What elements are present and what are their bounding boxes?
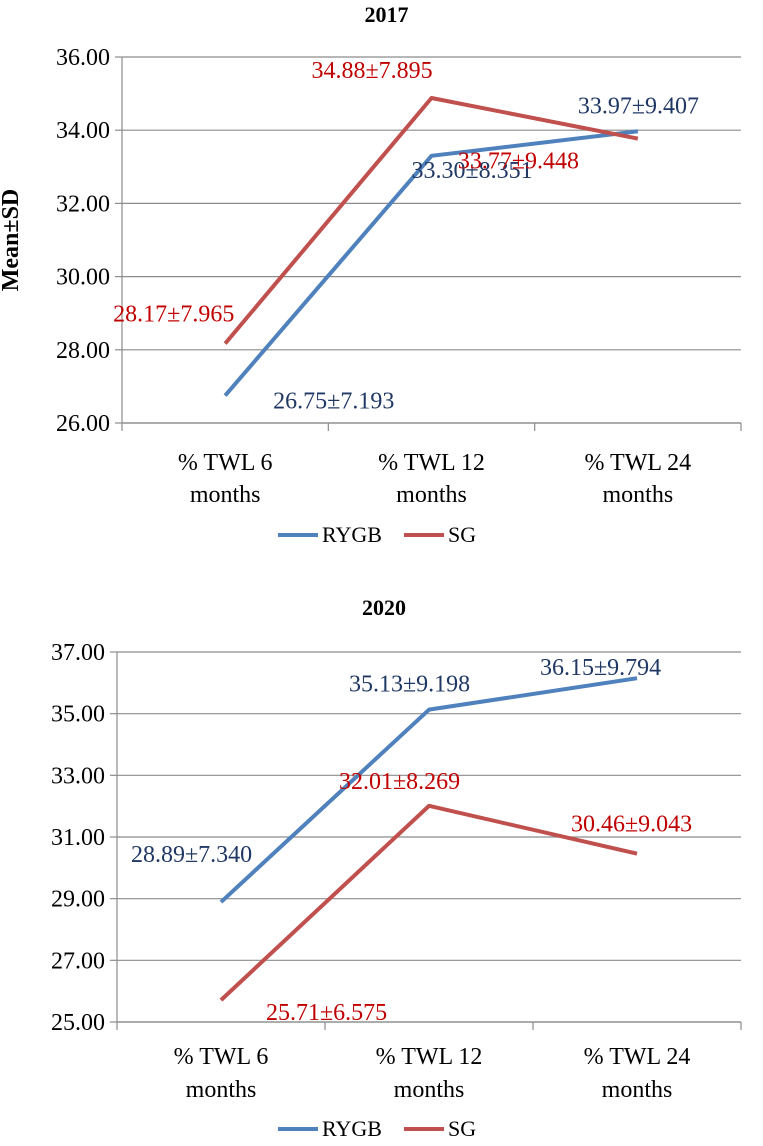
chart-title: 2017 [365, 2, 409, 27]
data-label-SG: 30.46±9.043 [571, 812, 692, 838]
series-line-RYGB [219, 676, 638, 904]
x-tick-label: % TWL 12 months [376, 1044, 483, 1103]
x-tick-label: % TWL 24 months [584, 1044, 691, 1103]
data-label-RYGB: 33.97±9.407 [578, 93, 699, 119]
y-tick-label: 34.00 [56, 118, 110, 144]
series-line-SG [223, 95, 639, 345]
x-tick-label: % TWL 24 months [585, 450, 692, 508]
data-label-RYGB: 33.30±8.351 [412, 158, 533, 184]
legend: RYGB SG [278, 522, 476, 547]
data-label-SG: 25.71±6.575 [266, 1000, 387, 1026]
data-label-RYGB: 36.15±9.794 [540, 655, 661, 681]
y-tick-label: 30.00 [56, 265, 110, 291]
chart-2020: 2020 25.00 27.00 29.00 31.00 33.00 35.00 37.00%… [51, 595, 742, 1141]
x-tick-label: % TWL 12 months [378, 450, 485, 508]
y-tick-label: 31.00 [51, 825, 105, 851]
data-label-SG: 32.01±8.269 [339, 769, 460, 795]
series-line-SG [219, 803, 638, 1002]
data-label-RYGB: 28.89±7.340 [131, 842, 252, 868]
legend-label-RYGB: RYGB [322, 522, 382, 547]
y-tick-label: 36.00 [56, 45, 110, 71]
data-label-SG: 28.17±7.965 [113, 302, 234, 328]
chart-2017: 2017 26.00 28.00 30.00 32.00 34.00 36.00 % TWL … [0, 2, 742, 547]
legend: RYGB SG [278, 1116, 476, 1141]
y-tick-label: 37.00 [51, 640, 105, 666]
x-tick-label: % TWL 6 months [174, 1044, 269, 1103]
series-line-RYGB [223, 129, 639, 397]
y-tick-label: 35.00 [51, 702, 105, 728]
data-label-RYGB: 35.13±9.198 [349, 672, 470, 698]
legend-label-RYGB: RYGB [322, 1116, 382, 1141]
y-tick-label: 28.00 [56, 338, 110, 364]
data-label-SG: 33.77±9.448 [458, 149, 579, 175]
y-tick-label: 32.00 [56, 191, 110, 217]
y-axis-label: Mean±SD [0, 189, 24, 292]
chart-title: 2020 [362, 595, 406, 620]
y-tick-label: 29.00 [51, 887, 105, 913]
y-tick-label: 33.00 [51, 763, 105, 789]
y-tick-label: 27.00 [51, 948, 105, 974]
y-tick-label: 25.00 [51, 1010, 105, 1036]
legend-label-SG: SG [448, 1116, 476, 1141]
data-label-RYGB: 26.75±7.193 [273, 389, 394, 415]
y-tick-label: 26.00 [56, 411, 110, 437]
data-label-SG: 34.88±7.895 [312, 58, 433, 84]
x-tick-label: % TWL 6 months [178, 450, 273, 508]
legend-label-SG: SG [448, 522, 476, 547]
